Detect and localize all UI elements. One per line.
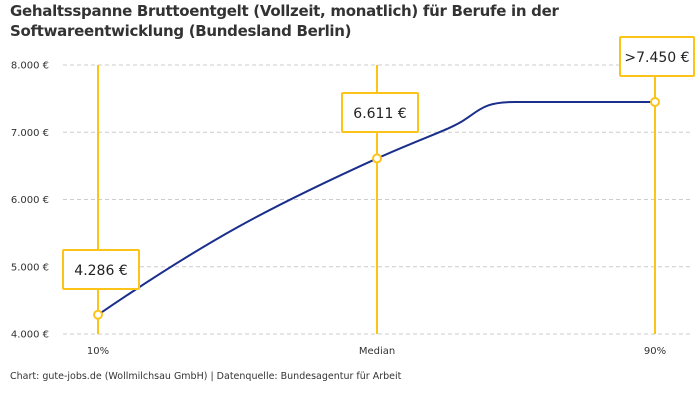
y-tick-label: 5.000 € (11, 262, 49, 273)
data-label: 4.286 € (74, 263, 127, 279)
data-point (372, 153, 382, 164)
data-label-box (619, 36, 695, 77)
data-point (93, 309, 103, 320)
data-label-box (341, 92, 419, 133)
data-label: >7.450 € (624, 50, 689, 66)
x-tick-label: 90% (644, 346, 666, 357)
x-tick-label: Median (359, 346, 395, 357)
y-tick-label: 6.000 € (11, 195, 49, 206)
chart-title: Gehaltsspanne Bruttoentgelt (Vollzeit, m… (10, 2, 559, 40)
x-tick-label: 10% (87, 346, 109, 357)
y-tick-label: 4.000 € (11, 330, 49, 341)
y-tick-label: 8.000 € (11, 61, 49, 72)
data-label: 6.611 € (353, 106, 406, 122)
data-point (650, 96, 660, 107)
data-label-box (62, 249, 140, 290)
y-tick-label: 7.000 € (11, 128, 49, 139)
series-line (97, 100, 655, 316)
chart-footer: Chart: gute-jobs.de (Wollmilchsau GmbH) … (10, 371, 402, 382)
